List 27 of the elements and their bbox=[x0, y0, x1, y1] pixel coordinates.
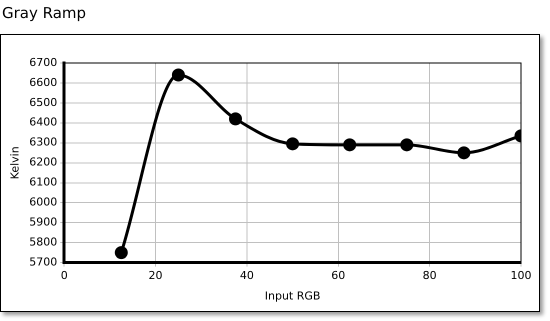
x-tick-label: 80 bbox=[422, 269, 437, 282]
y-tick-label: 5700 bbox=[29, 255, 58, 268]
point bbox=[400, 138, 414, 152]
y-tick-label: 6400 bbox=[29, 116, 58, 129]
y-tick-label: 6000 bbox=[29, 196, 58, 209]
point bbox=[172, 68, 185, 82]
chart-title: Gray Ramp bbox=[1, 3, 88, 24]
y-tick-label: 6500 bbox=[29, 96, 58, 109]
x-tick-label: 0 bbox=[60, 269, 68, 282]
x-tick-label: 20 bbox=[148, 269, 163, 282]
x-tick-label: 60 bbox=[331, 269, 346, 282]
y-tick-label: 6700 bbox=[29, 56, 58, 69]
point bbox=[286, 137, 300, 150]
y-tick-label: 5800 bbox=[29, 236, 58, 248]
y-tick-label: 5900 bbox=[29, 216, 58, 229]
y-tick-label: 6100 bbox=[29, 176, 58, 189]
point bbox=[457, 146, 470, 160]
x-tick-label: 100 bbox=[510, 269, 532, 282]
y-tick-label: 6200 bbox=[29, 156, 58, 169]
y-tick-label: 6300 bbox=[29, 136, 58, 149]
point bbox=[228, 112, 242, 126]
x-tick-label: 40 bbox=[240, 269, 254, 282]
point bbox=[343, 138, 356, 152]
y-axis-title: Kelvin bbox=[8, 146, 22, 180]
point bbox=[114, 246, 128, 260]
y-tick-label: 6600 bbox=[29, 76, 58, 89]
x-axis-title: Input RGB bbox=[264, 289, 320, 302]
